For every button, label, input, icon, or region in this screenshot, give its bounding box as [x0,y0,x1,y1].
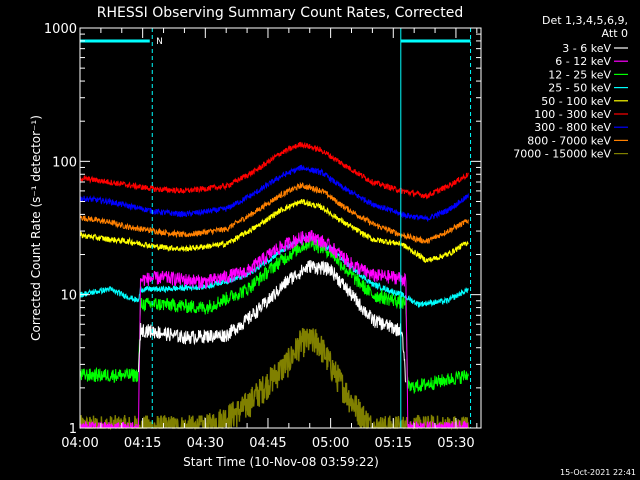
legend-label: 800 - 7000 keV [527,134,611,147]
legend-label: 25 - 50 keV [548,82,611,95]
y-tick-label: 10 [60,289,77,304]
plot-frame [79,27,482,429]
series-line [79,327,469,431]
series-line [79,236,469,394]
x-tick-label: 04:00 [61,436,98,451]
series-line [79,181,469,244]
series-line [79,198,469,264]
x-tick-label: 04:30 [187,436,224,451]
x-tick-label: 04:45 [249,436,286,451]
y-tick-label: 1 [69,422,77,437]
x-tick-label: 05:00 [312,436,349,451]
legend-label: 100 - 300 keV [534,108,611,121]
x-tick-label: 04:15 [124,436,161,451]
chart-title: RHESSI Observing Summary Count Rates, Co… [97,5,463,21]
series-line [79,164,469,222]
flag-label: N [156,37,163,47]
legend-label: 7000 - 15000 keV [513,148,611,161]
x-tick-label: 05:15 [375,436,412,451]
series-line [79,141,469,200]
y-axis-label: Corrected Count Rate (s⁻¹ detector⁻¹) [29,115,43,341]
plot-layer: N 1 10 100 1000 04:00 04:15 04:30 04:45 05:00 05:1… [44,22,482,451]
x-tick-label: 05:30 [437,436,474,451]
footer-timestamp: 15-Oct-2021 22:41 [560,468,636,477]
legend-label: 3 - 6 keV [562,42,611,55]
legend-label: 50 - 100 keV [541,95,611,108]
legend-header-line-2: Att 0 [602,27,628,40]
y-tick-label: 1000 [44,22,77,37]
legend-label: 12 - 25 keV [548,68,611,81]
y-tick-label: 100 [52,155,77,170]
legend-label: 6 - 12 keV [555,55,611,68]
series-line [138,259,407,383]
legend-header-line-1: Det 1,3,4,5,6,9, [542,14,628,27]
x-axis-label: Start Time (10-Nov-08 03:59:22) [183,455,379,469]
series-line [79,233,469,309]
legend-label: 300 - 800 keV [534,121,611,134]
series-line [79,230,469,430]
